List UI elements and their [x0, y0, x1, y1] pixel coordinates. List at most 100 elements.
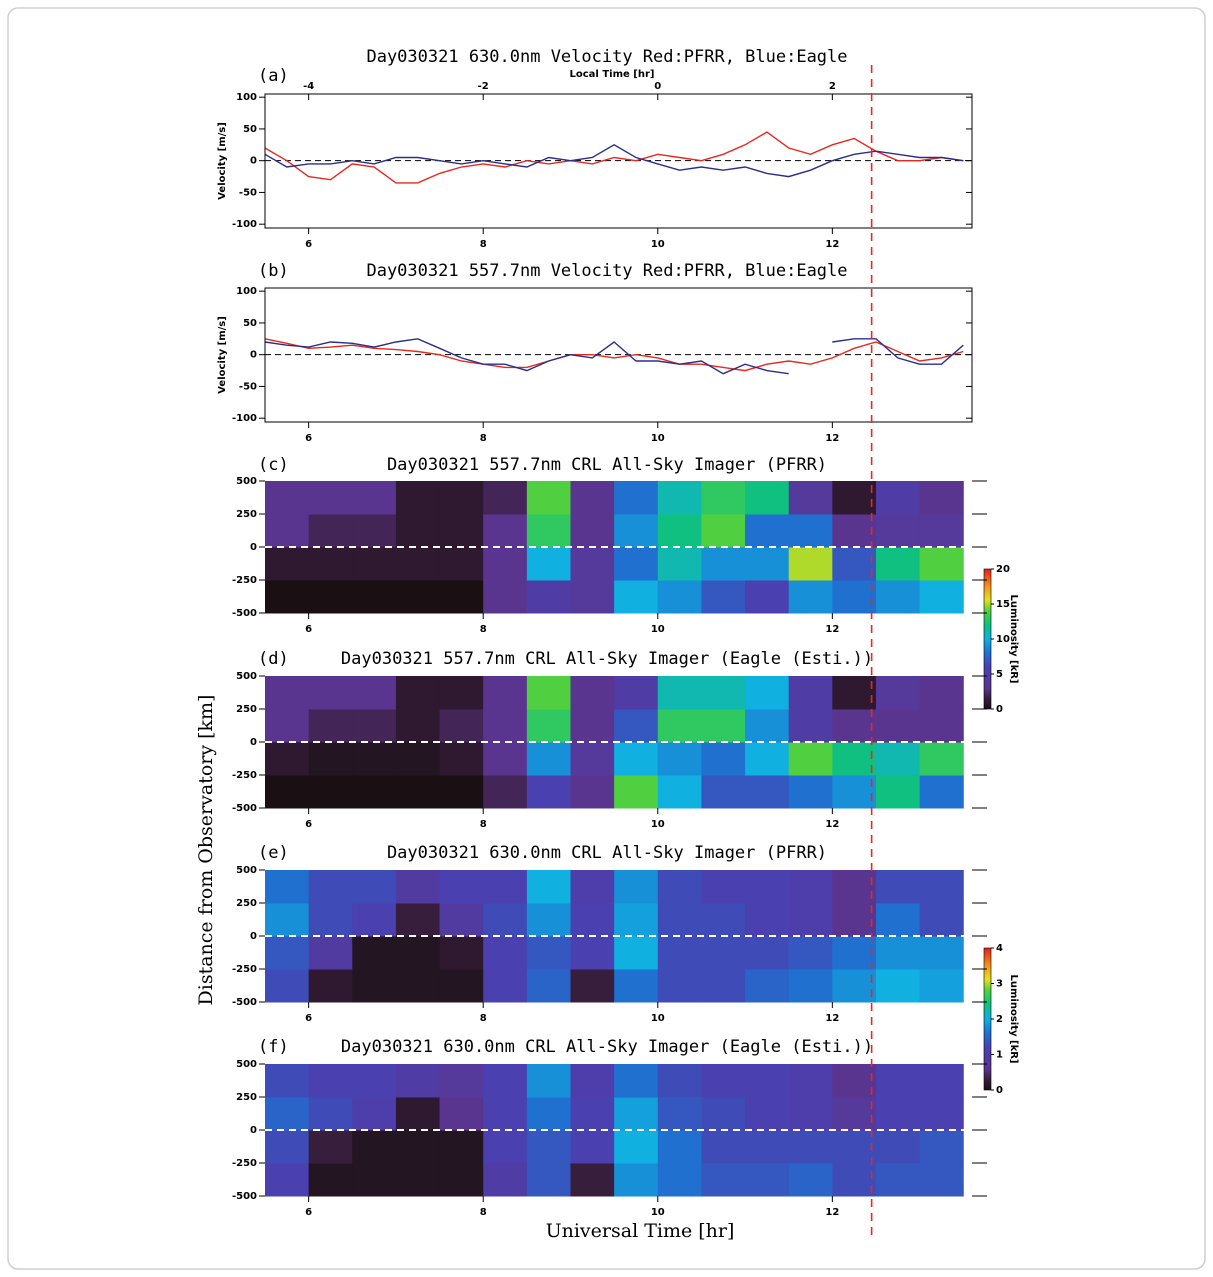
heatmap-cell — [483, 870, 528, 904]
panel-label: (e) — [258, 843, 289, 863]
y-tick-label: -500 — [232, 997, 257, 1008]
heatmap-cell — [526, 903, 571, 937]
heatmap-cell — [788, 1130, 833, 1164]
heatmap-cell — [788, 709, 833, 743]
heatmap-cell — [308, 1097, 353, 1131]
panel-label: (b) — [258, 261, 289, 281]
heatmap-cell — [701, 1064, 746, 1098]
heatmap-cell — [483, 1163, 528, 1197]
panel-title: Day030321 557.7nm Velocity Red:PFRR, Blu… — [366, 261, 847, 281]
x2-tick-label: -4 — [303, 81, 314, 92]
x-tick-label: 10 — [651, 239, 665, 250]
y-tick-label: 50 — [243, 124, 257, 135]
heatmap-cell — [832, 580, 877, 614]
heatmap-cell — [439, 1064, 484, 1098]
heatmap-cell — [395, 580, 441, 614]
heatmap-cell — [308, 870, 353, 904]
panel-title: Day030321 630.0nm CRL All-Sky Imager (Ea… — [341, 1037, 873, 1057]
y-axis-label: Distance from Observatory [km] — [195, 695, 217, 1006]
y-tick-label: -50 — [239, 381, 257, 392]
heatmap-cell — [439, 514, 484, 548]
heatmap-cell — [832, 709, 877, 743]
y-tick-label: 0 — [250, 156, 257, 167]
heatmap-cell — [395, 742, 441, 776]
heatmap-cell — [308, 547, 353, 581]
heatmap-cell — [832, 903, 877, 937]
x-tick-label: 6 — [305, 239, 312, 250]
heatmap-cell — [875, 676, 921, 710]
heatmap-cell — [265, 870, 310, 904]
x-tick-label: 6 — [305, 433, 312, 444]
panel-label: (d) — [258, 649, 289, 669]
heatmap-cell — [701, 1163, 746, 1197]
heatmap-cell — [657, 775, 702, 809]
heatmap-cell — [788, 481, 833, 515]
heatmap-cell — [308, 676, 353, 710]
heatmap-cell — [265, 481, 310, 515]
heatmap-cell — [614, 547, 659, 581]
heatmap-cell — [919, 1097, 964, 1131]
heatmap-cell — [875, 936, 921, 970]
heatmap-cell — [832, 676, 877, 710]
colorbar-tick-label: 5 — [996, 669, 1003, 680]
heatmap-cell — [439, 676, 484, 710]
x-tick-label: 10 — [651, 819, 665, 830]
heatmap-cell — [395, 1097, 441, 1131]
heatmap-cell — [745, 775, 790, 809]
heatmap-cell — [745, 870, 790, 904]
heatmap-cell — [832, 969, 877, 1003]
y-tick-label: 500 — [236, 865, 257, 876]
y-tick-label: -250 — [232, 770, 257, 781]
heatmap-cell — [788, 1097, 833, 1131]
heatmap-cell — [745, 481, 790, 515]
panel-title: Day030321 630.0nm Velocity Red:PFRR, Blu… — [366, 47, 847, 67]
x-tick-label: 10 — [651, 1207, 665, 1218]
heatmap-cell — [352, 1163, 397, 1197]
heatmap-cell — [701, 1097, 746, 1131]
heatmap-cell — [265, 1163, 310, 1197]
heatmap-cell — [395, 514, 441, 548]
heatmap-cell — [483, 969, 528, 1003]
heatmap-cell — [570, 870, 615, 904]
heatmap-cell — [265, 969, 310, 1003]
heatmap-cell — [395, 903, 441, 937]
heatmap-cell — [745, 580, 790, 614]
heatmap-cell — [483, 1097, 528, 1131]
heatmap-cell — [919, 580, 964, 614]
heatmap-cell — [352, 870, 397, 904]
heatmap-cell — [701, 936, 746, 970]
heatmap-cell — [395, 775, 441, 809]
heatmap-cell — [875, 969, 921, 1003]
heatmap-cell — [657, 1163, 702, 1197]
heatmap-cell — [526, 676, 571, 710]
heatmap-cell — [308, 903, 353, 937]
panel-label: (a) — [258, 66, 289, 86]
heatmap-cell — [832, 1163, 877, 1197]
heatmap-cell — [875, 709, 921, 743]
colorbar-label: Luminosity [kR] — [1008, 595, 1019, 684]
colorbar-tick-label: 0 — [996, 1085, 1003, 1096]
heatmap-cell — [308, 1163, 353, 1197]
heatmap-cell — [788, 676, 833, 710]
y-tick-label: 100 — [236, 92, 257, 103]
heatmap-cell — [570, 580, 615, 614]
y-tick-label: -500 — [232, 803, 257, 814]
y-tick-label: -100 — [232, 219, 257, 230]
heatmap-cell — [701, 547, 746, 581]
colorbar-tick-label: 10 — [996, 634, 1010, 645]
heatmap-cell — [483, 775, 528, 809]
heatmap-cell — [875, 1064, 921, 1098]
heatmap-cell — [832, 742, 877, 776]
velocity-line — [264, 143, 964, 178]
heatmap-cell — [701, 775, 746, 809]
heatmap-cell — [788, 580, 833, 614]
x-tick-label: 12 — [825, 239, 839, 250]
heatmap-cell — [439, 709, 484, 743]
heatmap-cell — [745, 1163, 790, 1197]
heatmap-cell — [483, 709, 528, 743]
heatmap-cell — [919, 870, 964, 904]
heatmap-cell — [875, 742, 921, 776]
heatmap-cell — [570, 903, 615, 937]
heatmap-cell — [919, 676, 964, 710]
heatmap-cell — [308, 969, 353, 1003]
